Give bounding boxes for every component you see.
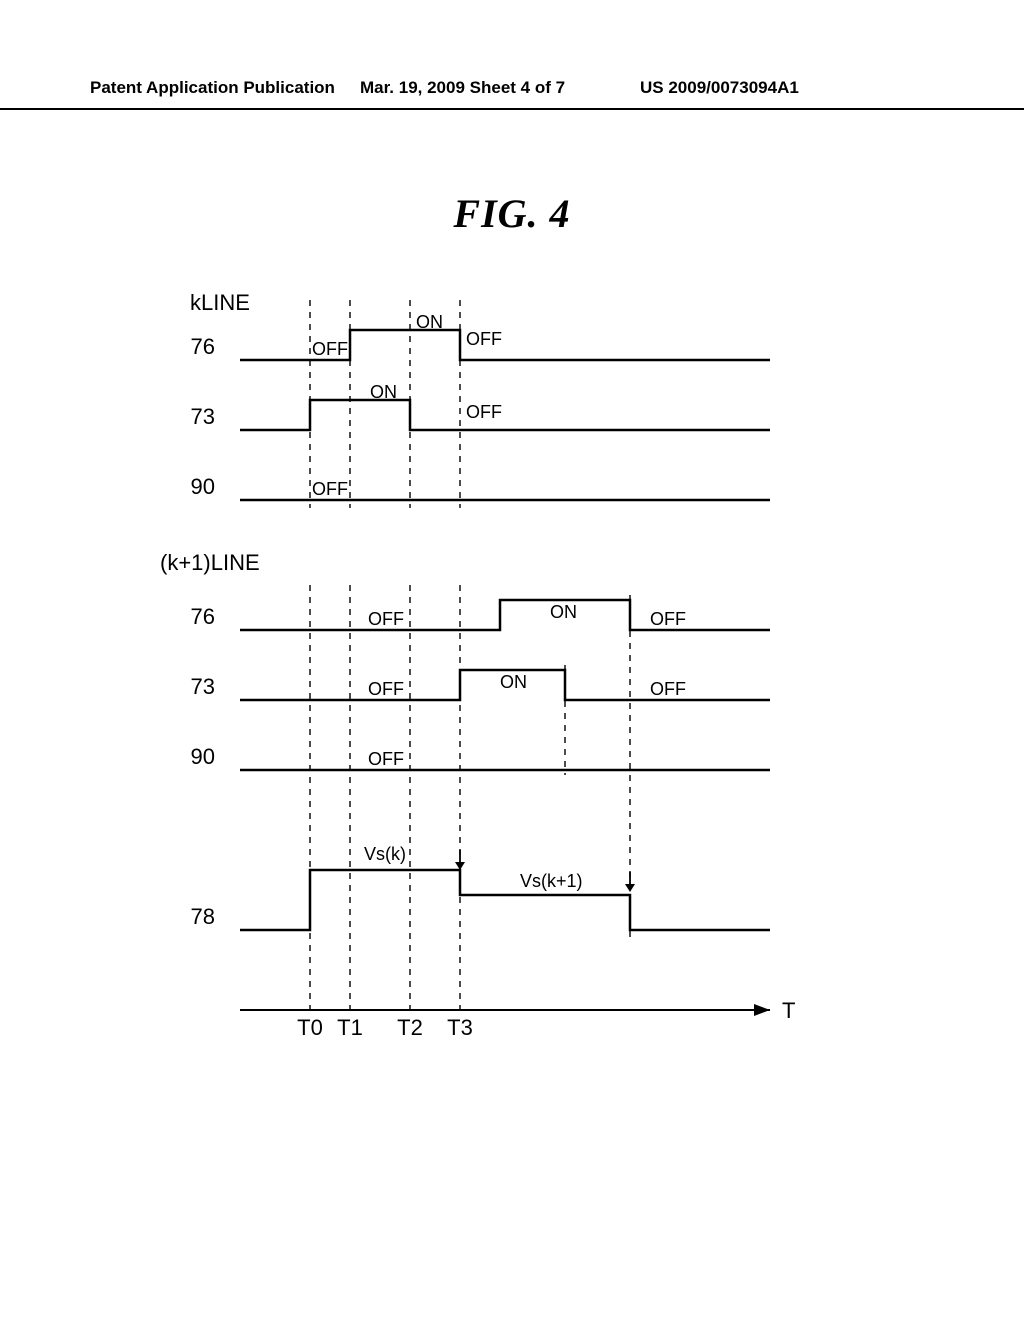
state-label: OFF (466, 402, 502, 422)
group-title: (k+1)LINE (160, 550, 260, 575)
state-label: OFF (312, 339, 348, 359)
state-label: OFF (368, 749, 404, 769)
time-tick-label: T0 (297, 1015, 323, 1040)
state-label: OFF (368, 679, 404, 699)
state-label: OFF (650, 609, 686, 629)
row-label: 76 (191, 604, 215, 629)
header-left: Patent Application Publication (90, 78, 335, 98)
time-tick-label: T3 (447, 1015, 473, 1040)
state-label: OFF (650, 679, 686, 699)
page-header: Patent Application Publication Mar. 19, … (0, 78, 1024, 110)
state-label: ON (416, 312, 443, 332)
row-label: 76 (191, 334, 215, 359)
figure-title: FIG. 4 (0, 190, 1024, 237)
header-right: US 2009/0073094A1 (640, 78, 799, 98)
row-label: 90 (191, 474, 215, 499)
signal-76 (240, 600, 770, 630)
group-title: kLINE (190, 290, 250, 315)
row-label: 90 (191, 744, 215, 769)
row-label: 73 (191, 404, 215, 429)
state-label: Vs(k) (364, 844, 406, 864)
row-label: 78 (191, 904, 215, 929)
state-label: OFF (466, 329, 502, 349)
signal-78 (240, 870, 770, 930)
timing-diagram: kLINE 76 OFF ON OFF 73 ON OFF 90 OFF (k+1)LINE 76 OF… (120, 290, 820, 1050)
time-tick-label: T1 (337, 1015, 363, 1040)
time-axis-label: T (782, 998, 795, 1023)
header-center: Mar. 19, 2009 Sheet 4 of 7 (360, 78, 565, 98)
signal-73 (240, 400, 770, 430)
state-label: ON (370, 382, 397, 402)
state-label: ON (500, 672, 527, 692)
state-label: Vs(k+1) (520, 871, 583, 891)
state-label: OFF (368, 609, 404, 629)
state-label: ON (550, 602, 577, 622)
state-label: OFF (312, 479, 348, 499)
time-tick-label: T2 (397, 1015, 423, 1040)
arrow-down-head (625, 884, 635, 892)
row-label: 73 (191, 674, 215, 699)
page: Patent Application Publication Mar. 19, … (0, 0, 1024, 1320)
